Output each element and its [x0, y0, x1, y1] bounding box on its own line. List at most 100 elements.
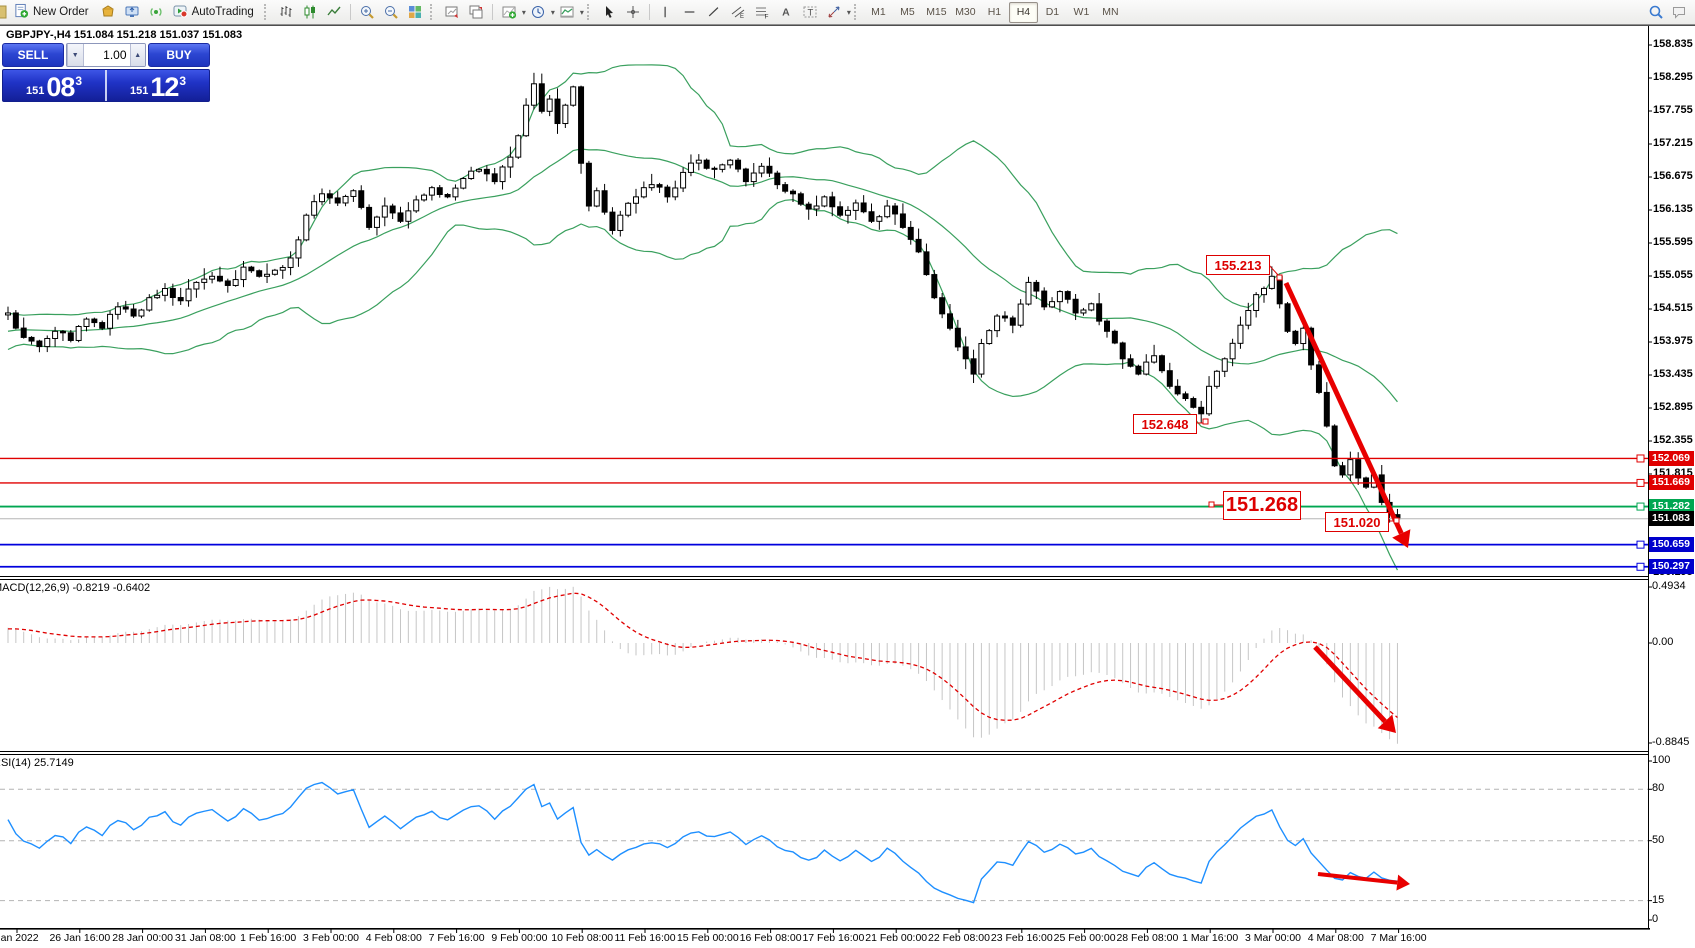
- candle: [366, 206, 373, 228]
- candle: [829, 196, 836, 208]
- arrange-windows-icon[interactable]: [440, 1, 464, 23]
- timeframe-button-MN[interactable]: MN: [1102, 6, 1119, 18]
- price-flag-150.297: 150.297: [1649, 559, 1694, 575]
- fibonacci-icon[interactable]: F: [750, 1, 774, 23]
- ask-price[interactable]: 151 12 3: [129, 72, 187, 102]
- candle: [303, 214, 310, 241]
- wallet-icon[interactable]: [96, 1, 120, 23]
- timeframe-button-D1[interactable]: D1: [1045, 6, 1060, 18]
- toolbar-separator: [491, 4, 493, 20]
- volume-decrease-button[interactable]: ▼: [67, 44, 84, 66]
- candle: [311, 201, 318, 216]
- candle: [648, 184, 655, 189]
- bid-ask-display[interactable]: 151 08 3 151 12 3: [2, 69, 210, 102]
- timeframe-button-W1[interactable]: W1: [1073, 6, 1090, 18]
- candle: [1025, 281, 1032, 305]
- trend-arrow-main[interactable]: [1283, 281, 1404, 535]
- bid-price[interactable]: 151 08 3: [25, 72, 83, 102]
- arrows-dropdown-caret[interactable]: ▾: [846, 7, 851, 17]
- cascade-windows-icon[interactable]: [464, 1, 488, 23]
- timeframe-button-M30[interactable]: M30: [955, 6, 976, 18]
- candle: [892, 205, 899, 215]
- price-flag-151.669: 151.669: [1649, 475, 1694, 491]
- candle: [1245, 309, 1252, 326]
- date-axis-label: 9 Feb 00:00: [491, 932, 548, 944]
- tile-windows-icon[interactable]: [403, 1, 427, 23]
- buy-button[interactable]: BUY: [148, 43, 210, 67]
- candle: [1253, 294, 1260, 311]
- timeframe-button-H4[interactable]: H4: [1008, 1, 1038, 23]
- new-order-button[interactable]: New Order: [10, 1, 96, 23]
- chat-icon[interactable]: [1667, 1, 1691, 23]
- autotrading-button[interactable]: AutoTrading: [168, 1, 261, 23]
- volume-input[interactable]: [83, 44, 130, 66]
- date-axis-label: 1 Mar 16:00: [1182, 932, 1239, 944]
- chart-surface[interactable]: GBPJPY-,H4 151.084 151.218 151.037 151.0…: [0, 26, 1695, 948]
- line-anchor-square[interactable]: [1636, 502, 1645, 511]
- publish-chart-icon[interactable]: [120, 1, 144, 23]
- candle: [852, 202, 859, 211]
- volume-increase-button[interactable]: ▲: [129, 44, 145, 66]
- bar-chart-icon[interactable]: [274, 1, 298, 23]
- zoom-in-icon[interactable]: [355, 1, 379, 23]
- indicators-dropdown-caret[interactable]: ▾: [521, 7, 526, 17]
- line-chart-icon[interactable]: [322, 1, 346, 23]
- periods-icon[interactable]: [526, 1, 550, 23]
- trend-arrow-macd[interactable]: [1313, 645, 1387, 724]
- periods-dropdown-caret[interactable]: ▾: [550, 7, 555, 17]
- vertical-line-icon[interactable]: [654, 1, 678, 23]
- rsi-pane[interactable]: [0, 781, 1648, 904]
- candle: [994, 315, 1001, 332]
- text-label-icon[interactable]: T: [798, 1, 822, 23]
- toolbar-grip: [586, 4, 594, 20]
- price-tick-label: 153.975: [1653, 334, 1693, 347]
- price-tick-label: 158.295: [1653, 70, 1693, 83]
- candle: [954, 327, 961, 348]
- zoom-out-icon[interactable]: [379, 1, 403, 23]
- line-anchor-square[interactable]: [1636, 562, 1645, 571]
- candle: [1064, 291, 1071, 300]
- line-anchor-square[interactable]: [1636, 478, 1645, 487]
- search-icon[interactable]: [1643, 1, 1667, 23]
- trendline-icon[interactable]: [702, 1, 726, 23]
- line-anchor-square[interactable]: [1636, 454, 1645, 463]
- candlestick-chart-icon[interactable]: [298, 1, 322, 23]
- candle: [1261, 287, 1267, 296]
- candle: [672, 187, 679, 198]
- templates-dropdown-caret[interactable]: ▾: [579, 7, 584, 17]
- candle: [326, 193, 333, 199]
- timeframe-button-M5[interactable]: M5: [900, 6, 915, 18]
- equidistant-channel-icon[interactable]: E: [726, 1, 750, 23]
- timeframe-button-M15[interactable]: M15: [926, 6, 947, 18]
- price-callout-151.268[interactable]: 151.268: [1223, 491, 1301, 520]
- horizontal-line-icon[interactable]: [678, 1, 702, 23]
- line-anchor-square[interactable]: [1636, 540, 1645, 549]
- indicators-icon[interactable]: [497, 1, 521, 23]
- price-callout-155.213[interactable]: 155.213: [1206, 255, 1270, 275]
- candle: [530, 83, 537, 106]
- candle: [240, 266, 247, 281]
- price-callout-151.020[interactable]: 151.020: [1325, 512, 1389, 532]
- arrow-objects-icon[interactable]: [822, 1, 846, 23]
- signals-icon[interactable]: [144, 1, 168, 23]
- candle: [570, 86, 577, 106]
- templates-icon[interactable]: [555, 1, 579, 23]
- cursor-icon[interactable]: [597, 1, 621, 23]
- candle: [821, 196, 828, 207]
- rsi-indicator-label: RSI(14) 25.7149: [0, 757, 74, 769]
- trend-arrow-rsi[interactable]: [1317, 872, 1398, 885]
- main-pane[interactable]: [5, 64, 1401, 571]
- text-icon[interactable]: A: [774, 1, 798, 23]
- crosshair-icon[interactable]: [621, 1, 645, 23]
- date-axis-label: 4 Feb 08:00: [365, 932, 422, 944]
- timeframe-button-H1[interactable]: H1: [987, 6, 1002, 18]
- sell-button[interactable]: SELL: [2, 43, 64, 67]
- timeframe-button-M1[interactable]: M1: [871, 6, 886, 18]
- price-callout-152.648[interactable]: 152.648: [1133, 414, 1197, 434]
- macd-pane[interactable]: [7, 586, 1398, 744]
- timeframe-bar: M1 M5 M15 M30 H1 H4 D1 W1 MN: [864, 1, 1125, 23]
- rsi-axis-value: 0: [1652, 913, 1659, 925]
- candle: [319, 193, 325, 203]
